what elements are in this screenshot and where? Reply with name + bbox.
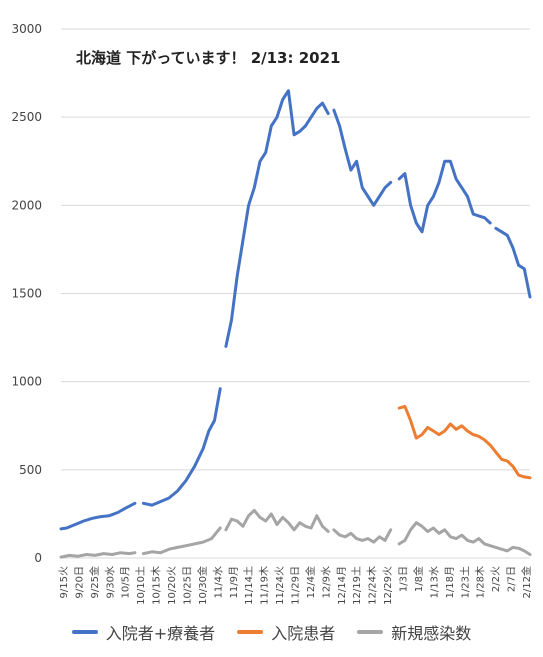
x-tick-label: 9/30水: [104, 566, 116, 598]
series-line: [224, 508, 330, 533]
x-tick-label: 10/15木: [151, 566, 163, 605]
series-line: [141, 526, 222, 556]
x-axis: 9/15火 9/20日 9/25金 9/30水 10/5月 10/10土 10/15木 10/…: [58, 566, 533, 605]
x-tick-label: 2/12金: [520, 566, 533, 598]
x-tick-label: 9/25金: [88, 566, 101, 598]
y-tick-label: 3000: [11, 22, 42, 36]
legend-label: 入院者+療養者: [105, 624, 216, 643]
series-line: [494, 226, 532, 299]
x-tick-label: 11/24火: [274, 566, 286, 605]
chart-title: 北海道 下がっています！ 2/13: 2021: [76, 49, 340, 67]
x-tick-label: 12/9水: [320, 566, 332, 598]
y-tick-label: 500: [19, 463, 42, 477]
series-line: [141, 387, 222, 507]
series-line: [397, 159, 492, 234]
legend: 入院者+療養者 入院患者 新規感染数: [0, 616, 543, 648]
gridlines: [61, 28, 530, 559]
series-line: [224, 89, 330, 348]
x-tick-label: 12/4金: [304, 566, 317, 598]
series-group: [59, 89, 532, 559]
x-tick-label: 1/28木: [475, 566, 487, 598]
series-line: [332, 528, 393, 544]
x-tick-label: 12/24木: [367, 566, 379, 605]
x-tick-label: 9/15火: [58, 566, 70, 598]
series-line: [332, 108, 393, 207]
series-line: [397, 521, 532, 556]
series-2: [59, 508, 532, 559]
y-axis: 0 500 1000 1500 2000 2500 3000: [11, 22, 42, 565]
legend-item-new-cases: 新規感染数: [357, 620, 471, 644]
legend-swatch: [237, 630, 264, 634]
x-tick-label: 10/20火: [166, 566, 178, 605]
legend-label: 入院患者: [271, 624, 336, 643]
series-line: [397, 404, 532, 480]
x-tick-label: 12/14月: [336, 566, 348, 605]
x-tick-label: 2/2火: [490, 566, 502, 592]
x-tick-label: 10/30金: [196, 566, 209, 605]
x-tick-label: 2/7日: [507, 566, 518, 592]
series-line: [59, 501, 137, 531]
series-0: [59, 89, 532, 531]
legend-item-hospitalized: 入院患者: [237, 620, 335, 644]
x-tick-label: 1/8金: [412, 566, 425, 592]
x-tick-label: 11/19木: [259, 566, 271, 605]
legend-item-total: 入院者+療養者: [71, 620, 216, 644]
y-tick-label: 1500: [11, 287, 42, 301]
series-line: [59, 551, 137, 559]
legend-swatch: [71, 630, 98, 634]
x-tick-label: 10/10土: [134, 566, 147, 605]
x-tick-label: 11/4水: [212, 566, 224, 598]
x-tick-label: 10/25日: [182, 566, 193, 605]
legend-label: 新規感染数: [391, 624, 472, 643]
x-tick-label: 12/29火: [382, 566, 394, 605]
y-tick-label: 0: [34, 551, 42, 565]
y-tick-label: 1000: [11, 375, 42, 389]
legend-swatch: [357, 630, 384, 634]
x-tick-label: 1/18月: [444, 566, 456, 598]
series-1: [397, 404, 532, 480]
x-tick-label: 10/5月: [120, 566, 132, 598]
x-tick-label: 1/13水: [428, 566, 440, 598]
x-tick-label: 1/23土: [458, 566, 471, 598]
x-tick-label: 11/14土: [242, 566, 255, 605]
x-tick-label: 1/3日: [399, 566, 410, 592]
x-tick-label: 9/20日: [74, 566, 85, 598]
y-tick-label: 2500: [11, 110, 42, 124]
x-tick-label: 12/19土: [350, 566, 363, 605]
x-tick-label: 11/29日: [291, 566, 302, 605]
y-tick-label: 2000: [11, 198, 42, 212]
x-tick-label: 11/9月: [228, 566, 240, 598]
